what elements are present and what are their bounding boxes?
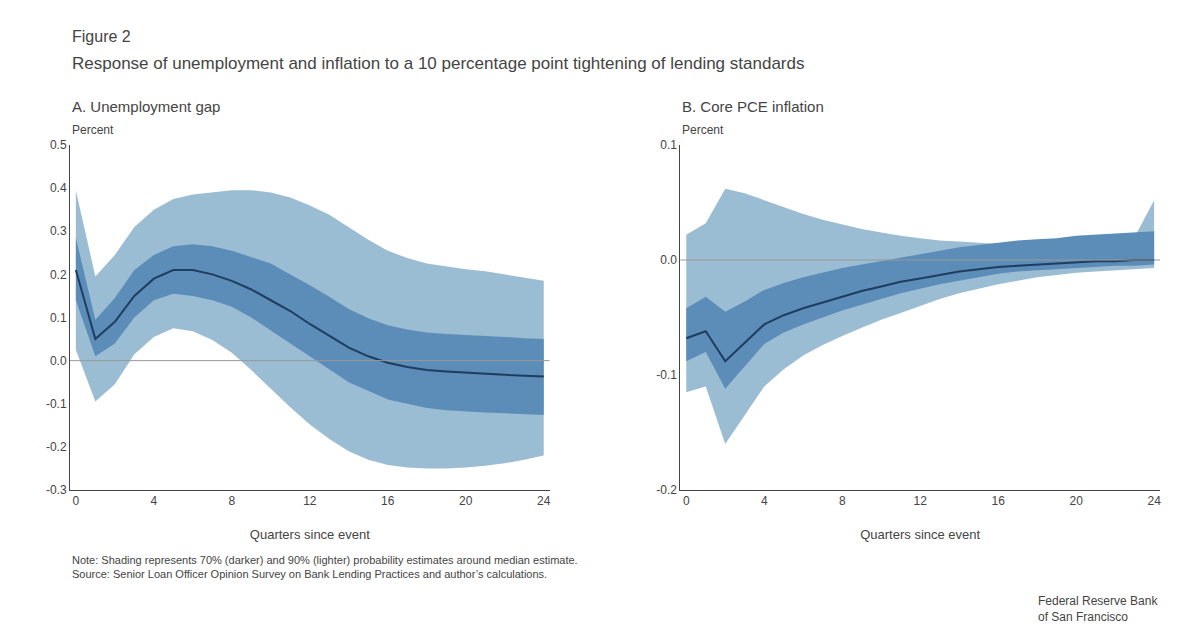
svg-text:0.2: 0.2 — [50, 268, 67, 282]
svg-text:12: 12 — [914, 494, 928, 508]
svg-text:Figure 2: Figure 2 — [72, 28, 131, 45]
svg-text:0: 0 — [73, 494, 80, 508]
svg-text:0.0: 0.0 — [50, 354, 67, 368]
svg-text:-0.3: -0.3 — [46, 483, 67, 497]
svg-text:Percent: Percent — [72, 123, 114, 137]
svg-text:Percent: Percent — [682, 123, 724, 137]
svg-text:-0.2: -0.2 — [656, 483, 677, 497]
svg-text:Quarters since event: Quarters since event — [250, 527, 370, 542]
svg-text:Quarters since event: Quarters since event — [860, 527, 980, 542]
svg-text:16: 16 — [381, 494, 395, 508]
svg-text:0: 0 — [683, 494, 690, 508]
svg-text:-0.1: -0.1 — [46, 397, 67, 411]
svg-text:Federal Reserve Bankof San Fra: Federal Reserve Bankof San Francisco — [1038, 594, 1158, 624]
svg-text:0.3: 0.3 — [50, 224, 67, 238]
svg-text:24: 24 — [1147, 494, 1161, 508]
svg-text:0.1: 0.1 — [50, 311, 67, 325]
svg-text:-0.1: -0.1 — [656, 368, 677, 382]
svg-text:4: 4 — [150, 494, 157, 508]
svg-text:0.5: 0.5 — [50, 138, 67, 152]
svg-text:8: 8 — [839, 494, 846, 508]
svg-text:0.0: 0.0 — [660, 253, 677, 267]
svg-text:0.1: 0.1 — [660, 138, 677, 152]
svg-text:24: 24 — [537, 494, 551, 508]
svg-text:8: 8 — [228, 494, 235, 508]
svg-text:16: 16 — [992, 494, 1006, 508]
svg-text:0.4: 0.4 — [50, 181, 67, 195]
svg-text:A. Unemployment gap: A. Unemployment gap — [72, 98, 220, 115]
svg-text:20: 20 — [459, 494, 473, 508]
svg-text:Response of unemployment and i: Response of unemployment and inflation t… — [72, 54, 804, 73]
svg-text:4: 4 — [761, 494, 768, 508]
svg-text:-0.2: -0.2 — [46, 440, 67, 454]
svg-text:20: 20 — [1069, 494, 1083, 508]
svg-text:B. Core PCE inflation: B. Core PCE inflation — [682, 98, 824, 115]
svg-text:12: 12 — [303, 494, 317, 508]
svg-text:Note: Shading represents 70% (: Note: Shading represents 70% (darker) an… — [72, 554, 578, 580]
